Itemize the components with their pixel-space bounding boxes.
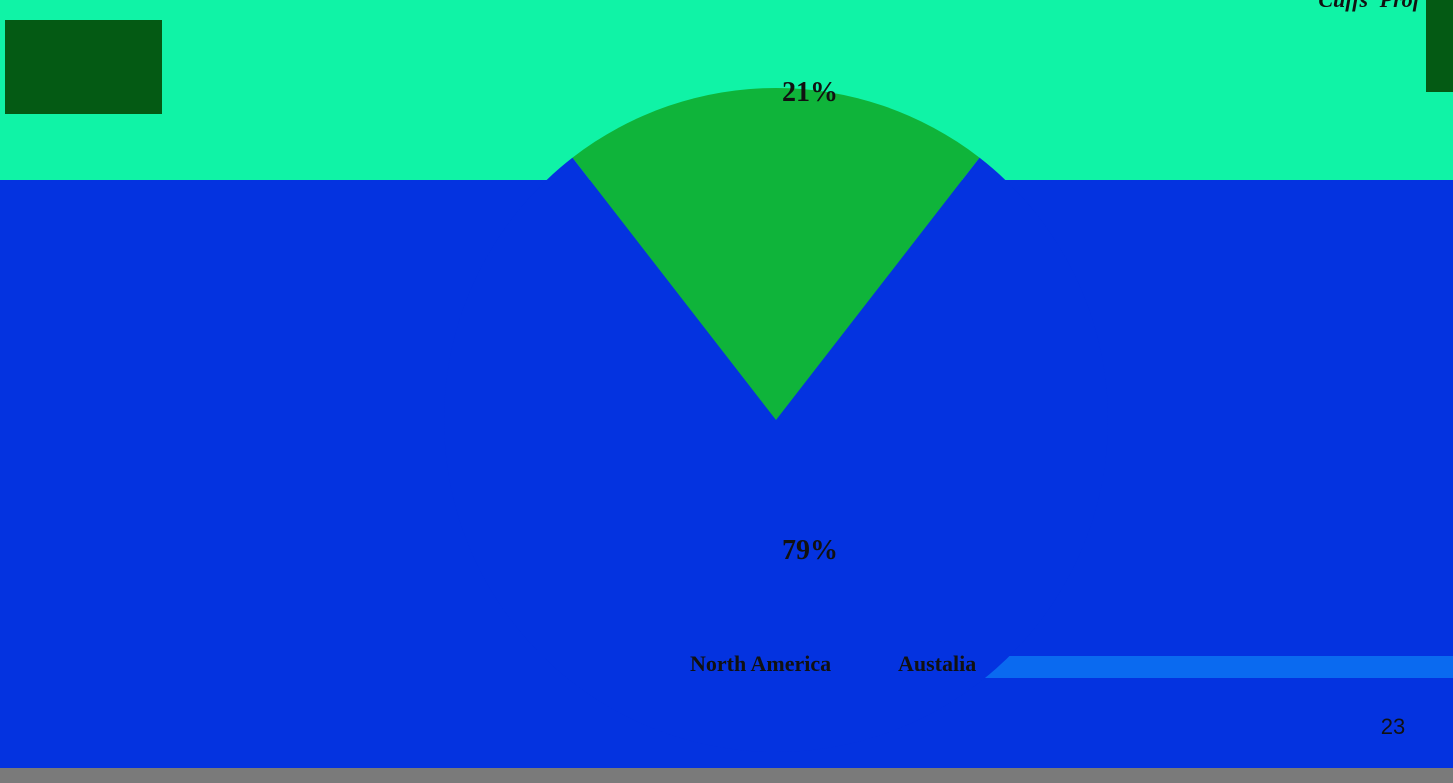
pie-slice [444, 157, 1108, 752]
page-number: 23 [1381, 714, 1405, 739]
value-label: 21% [782, 77, 838, 108]
value-label: 79% [782, 535, 838, 566]
decor-block [5, 20, 162, 114]
pie: 79% 21% North America Austalia [444, 77, 1108, 752]
legend-label: Austalia [898, 651, 976, 676]
decor-block [1426, 0, 1453, 92]
bottom-bar [0, 768, 1453, 783]
header-text: Cuffs' Prof [1318, 0, 1422, 12]
pie-slice [572, 88, 980, 420]
legend-label: North America [690, 651, 831, 676]
